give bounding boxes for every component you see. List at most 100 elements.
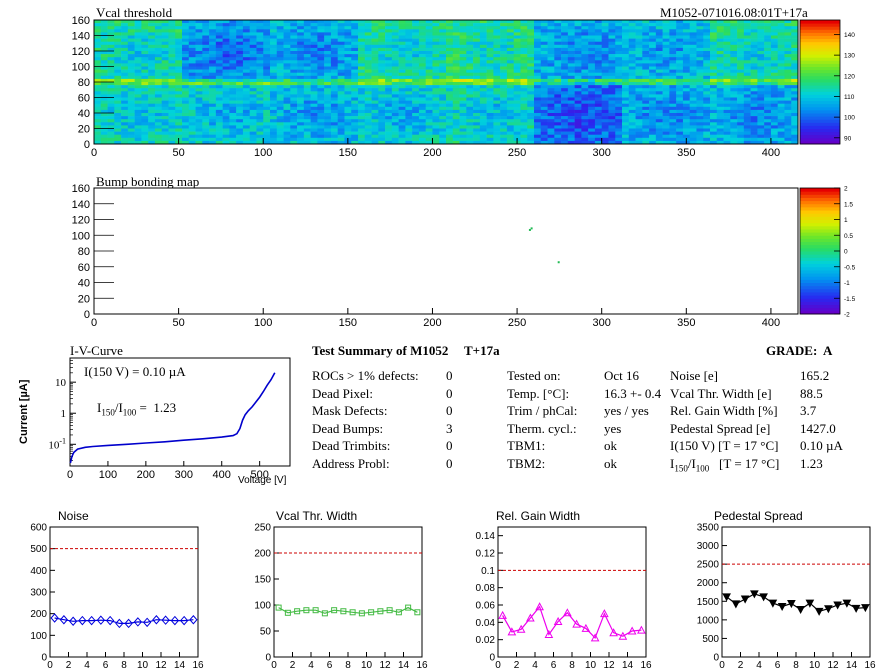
- bump-ytick-label: 60: [78, 262, 90, 274]
- vcal-cell: [215, 35, 223, 39]
- vcal-cell: [222, 32, 230, 36]
- vcal-cell: [134, 134, 142, 139]
- noise-point: [179, 615, 189, 626]
- vcal-cell: [182, 88, 190, 92]
- vcal-cell: [459, 60, 467, 64]
- bump-colorbar-bin: [800, 282, 840, 287]
- vcal-cell: [94, 128, 102, 132]
- vcal-cell: [784, 78, 792, 83]
- vcal-cell: [757, 38, 765, 42]
- vcal-cell: [628, 82, 636, 86]
- vcal-cell: [764, 23, 772, 27]
- vcal-cell: [175, 106, 183, 111]
- vcal-cell: [588, 23, 596, 27]
- vcal-cell: [215, 97, 223, 101]
- vcal-cell: [168, 94, 176, 98]
- vcal-cell: [784, 72, 792, 77]
- vcal-cell: [446, 97, 454, 101]
- vcal-cell: [391, 23, 399, 27]
- vcal-cell: [628, 41, 636, 46]
- vcal-cell: [520, 116, 528, 120]
- vcal-cell: [127, 32, 135, 36]
- vcal-cell: [554, 88, 562, 92]
- vcal-cell: [398, 82, 406, 86]
- vcal-cell: [628, 113, 636, 117]
- vcal-cell: [222, 26, 230, 30]
- vcal-cell: [229, 140, 237, 145]
- vcal-cell: [662, 106, 670, 111]
- vcal-cell: [601, 140, 609, 145]
- vcal-cell: [567, 131, 575, 135]
- vcal-cell: [107, 94, 115, 98]
- vcal-cell: [229, 63, 237, 67]
- vcal-cell: [188, 119, 196, 123]
- vcal-cell: [554, 140, 562, 145]
- vcal-cell: [628, 91, 636, 95]
- vcal-cell: [642, 29, 650, 33]
- vcal-cell: [141, 35, 149, 39]
- vcal-cell: [209, 137, 217, 142]
- vcal-cell: [134, 75, 142, 80]
- vcal-cell: [141, 57, 149, 61]
- vcal-cell: [391, 122, 399, 126]
- vcal-cell: [513, 60, 521, 64]
- vcal-cell: [540, 137, 548, 142]
- vcal-cell: [581, 38, 589, 42]
- vcal-cell: [513, 41, 521, 46]
- vcal-cell: [710, 131, 718, 135]
- vcal-cell: [114, 116, 122, 120]
- vcal-cell: [628, 69, 636, 73]
- vcal-cell: [405, 134, 413, 139]
- vcal-cell: [263, 119, 271, 123]
- vcal-cell: [351, 29, 359, 33]
- vcal-cell: [581, 51, 589, 55]
- vcal-cell: [405, 103, 413, 108]
- vcal-cell: [175, 103, 183, 108]
- vcal-cell: [716, 119, 724, 123]
- vcal-cell: [134, 60, 142, 64]
- vcal-cell: [303, 66, 311, 70]
- vcal-cell: [446, 54, 454, 58]
- vcal-cell: [310, 131, 318, 135]
- vcal-cell: [608, 78, 616, 83]
- vcal-cell: [276, 47, 284, 52]
- vcal-cell: [689, 125, 697, 129]
- vcal-cell: [716, 116, 724, 120]
- vcal-cell: [716, 47, 724, 52]
- vcal-cell: [642, 35, 650, 39]
- vcal-cell: [182, 113, 190, 117]
- vcal-cell: [540, 47, 548, 52]
- vcal-cell: [689, 35, 697, 39]
- vcal-cell: [655, 128, 663, 132]
- vcal-cell: [385, 75, 393, 80]
- vcal-cell: [229, 91, 237, 95]
- vcal-cell: [154, 47, 162, 52]
- vcal-cell: [520, 47, 528, 52]
- vcal-cell: [202, 41, 210, 46]
- vcal-cell: [608, 97, 616, 101]
- vcal-cell: [628, 85, 636, 89]
- vcal-cell: [540, 54, 548, 58]
- vcal-cell: [283, 54, 291, 58]
- vcal-cell: [127, 75, 135, 80]
- vcal-cell: [723, 125, 731, 129]
- vcal-cell: [337, 88, 345, 92]
- vcal-cell: [710, 63, 718, 67]
- vcal-cell: [737, 69, 745, 73]
- vcal-cell: [418, 78, 426, 83]
- vcal-cell: [622, 32, 630, 36]
- vcal-cell: [588, 63, 596, 67]
- vcal-cell: [297, 140, 305, 145]
- vcal-cell: [534, 109, 542, 114]
- vcal-cell: [567, 41, 575, 46]
- vcal-cell: [574, 35, 582, 39]
- vcal-cell: [479, 41, 487, 46]
- vcal-cell: [127, 100, 135, 104]
- vcal-cell: [493, 125, 501, 129]
- vcal-cell: [710, 88, 718, 92]
- vcal-cell: [493, 35, 501, 39]
- vcal-cell: [757, 78, 765, 83]
- vcal-cell: [594, 32, 602, 36]
- vcal-cell: [527, 60, 535, 64]
- vcal-cell: [398, 38, 406, 42]
